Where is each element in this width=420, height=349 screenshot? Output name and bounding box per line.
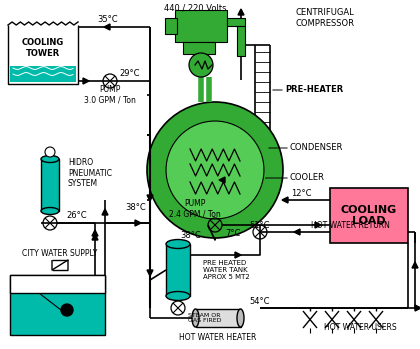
Text: 51°C: 51°C — [250, 221, 270, 230]
Polygon shape — [92, 234, 98, 240]
Polygon shape — [147, 270, 153, 276]
Polygon shape — [315, 222, 321, 228]
Circle shape — [189, 53, 213, 77]
Text: CENTRIFUGAL
COMPRESSOR: CENTRIFUGAL COMPRESSOR — [295, 8, 354, 28]
Polygon shape — [412, 262, 418, 268]
Text: 7°C: 7°C — [225, 229, 241, 238]
Bar — [41, 159, 59, 211]
Ellipse shape — [237, 309, 244, 327]
Text: 29°C: 29°C — [120, 69, 140, 79]
Polygon shape — [235, 252, 241, 258]
Text: 54°C: 54°C — [250, 297, 270, 305]
Text: CONDENSER: CONDENSER — [290, 143, 344, 153]
Polygon shape — [102, 209, 108, 215]
Bar — [10, 275, 105, 335]
Text: 26°C: 26°C — [66, 211, 87, 221]
Ellipse shape — [192, 309, 199, 327]
Bar — [10, 66, 76, 82]
Bar — [166, 244, 190, 296]
Text: 38°C: 38°C — [126, 203, 147, 213]
Polygon shape — [282, 197, 288, 203]
Bar — [175, 10, 227, 42]
Polygon shape — [92, 230, 98, 236]
Bar — [10, 275, 105, 293]
Ellipse shape — [166, 239, 190, 248]
Circle shape — [147, 102, 283, 238]
Text: PRE HEATED
WATER TANK
APROX 5 MT2: PRE HEATED WATER TANK APROX 5 MT2 — [203, 260, 250, 280]
Text: PRE-HEATER: PRE-HEATER — [285, 86, 343, 95]
Polygon shape — [238, 9, 244, 15]
Bar — [330, 188, 408, 243]
Bar — [165, 18, 177, 34]
Circle shape — [45, 147, 55, 157]
Circle shape — [61, 304, 73, 316]
Text: 35°C: 35°C — [98, 15, 118, 24]
Polygon shape — [83, 78, 89, 84]
Text: STEAM OR
GAS FIRED: STEAM OR GAS FIRED — [188, 313, 221, 324]
Polygon shape — [104, 24, 110, 30]
Polygon shape — [147, 195, 153, 201]
Circle shape — [166, 121, 264, 219]
Text: COOLING
TOWER: COOLING TOWER — [22, 38, 64, 58]
Polygon shape — [135, 220, 141, 226]
Bar — [183, 42, 215, 54]
Text: HOT WATER HEATER: HOT WATER HEATER — [179, 333, 257, 342]
Text: HIDRO
PNEUMATIC
SYSTEM: HIDRO PNEUMATIC SYSTEM — [68, 158, 112, 188]
Bar — [227, 18, 245, 26]
Polygon shape — [415, 305, 420, 311]
Text: PUMP
3.0 GPM / Ton: PUMP 3.0 GPM / Ton — [84, 85, 136, 105]
Text: HOT WATER USERS: HOT WATER USERS — [324, 324, 396, 333]
Text: CITY WATER SUPPLY: CITY WATER SUPPLY — [22, 248, 98, 258]
Bar — [237, 26, 245, 56]
Text: COOLING
LOAD: COOLING LOAD — [341, 205, 397, 226]
Text: PUMP
2.4 GPM / Ton: PUMP 2.4 GPM / Ton — [169, 199, 221, 219]
Text: 440 / 220 Volts: 440 / 220 Volts — [164, 3, 226, 13]
Text: HOT WATER RETURN: HOT WATER RETURN — [310, 221, 389, 230]
Ellipse shape — [41, 208, 59, 215]
Bar — [195, 309, 241, 327]
Polygon shape — [294, 229, 300, 235]
Ellipse shape — [41, 156, 59, 163]
Text: 12°C: 12°C — [291, 188, 311, 198]
Text: 38°C: 38°C — [180, 231, 201, 240]
Polygon shape — [219, 177, 225, 183]
Ellipse shape — [166, 291, 190, 300]
Text: COOLER: COOLER — [290, 173, 325, 183]
